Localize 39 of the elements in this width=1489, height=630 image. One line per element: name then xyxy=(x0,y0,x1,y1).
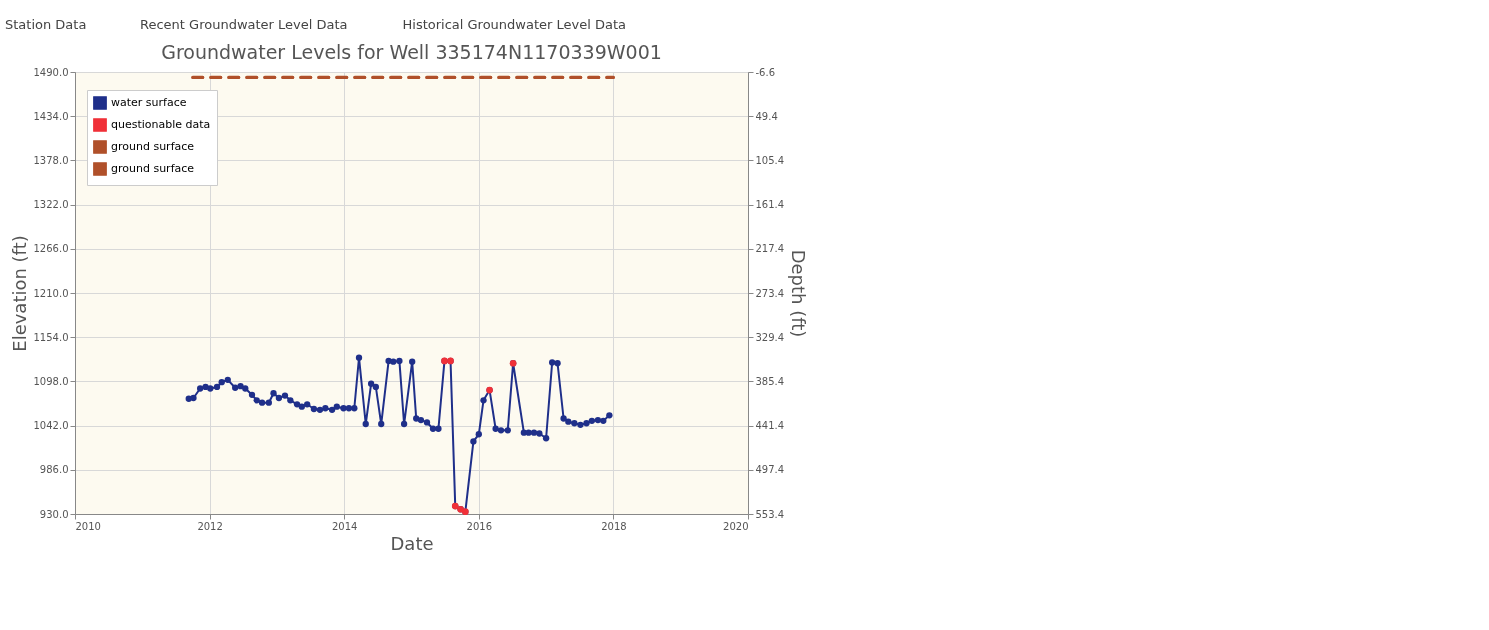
y-tick-label: 1490.0 xyxy=(33,66,69,78)
text: Recent Groundwater Level Data xyxy=(140,17,348,32)
x-tick-label: 2016 xyxy=(466,520,493,532)
legend-label: water surface xyxy=(111,96,187,109)
y-tick-label: 1434.0 xyxy=(33,110,69,122)
y2-tick-label: -6.6 xyxy=(755,66,776,78)
y2-tick-label: 441.4 xyxy=(755,420,785,432)
x-tick-label: 2014 xyxy=(331,520,358,532)
y-tick-label: 1042.0 xyxy=(33,420,69,432)
x-tick-label: 2018 xyxy=(601,520,627,532)
y2-axis-title: Depth (ft) xyxy=(788,249,810,338)
y2-tick-label: 217.4 xyxy=(755,243,785,255)
chart-title: Groundwater Levels for Well 335174N1170339W001 xyxy=(161,41,662,63)
y-tick-label: 1378.0 xyxy=(33,154,69,166)
text: Station Data xyxy=(5,17,87,32)
y2-tick-label: 49.4 xyxy=(755,110,778,122)
legend-label: ground surface xyxy=(111,140,195,153)
legend-label: ground surface xyxy=(111,162,195,175)
y2-tick-label: 161.4 xyxy=(755,199,785,211)
x-tick-label: 2012 xyxy=(197,520,223,532)
x-axis-title: Date xyxy=(390,532,434,554)
y-tick-label: 1098.0 xyxy=(33,375,69,387)
y2-tick-label: 105.4 xyxy=(755,154,785,166)
y2-tick-label: 273.4 xyxy=(755,287,785,299)
text: Historical Groundwater Level Data xyxy=(402,17,627,32)
y-tick-label: 1322.0 xyxy=(33,199,69,211)
x-tick-label: 2010 xyxy=(75,520,101,532)
x-tick-label: 2020 xyxy=(723,520,749,532)
y-tick-label: 1266.0 xyxy=(33,243,69,255)
y2-tick-label: 497.4 xyxy=(755,464,785,476)
legend-label: questionable data xyxy=(111,118,211,131)
y-tick-label: 1154.0 xyxy=(33,331,69,343)
y2-tick-label: 553.4 xyxy=(755,508,785,520)
y2-tick-label: 329.4 xyxy=(755,331,785,343)
y-tick-label: 930.0 xyxy=(39,508,69,520)
y2-tick-label: 385.4 xyxy=(755,375,785,387)
y-tick-label: 986.0 xyxy=(39,464,69,476)
y-axis-title: Elevation (ft) xyxy=(8,235,30,352)
y-tick-label: 1210.0 xyxy=(33,287,69,299)
